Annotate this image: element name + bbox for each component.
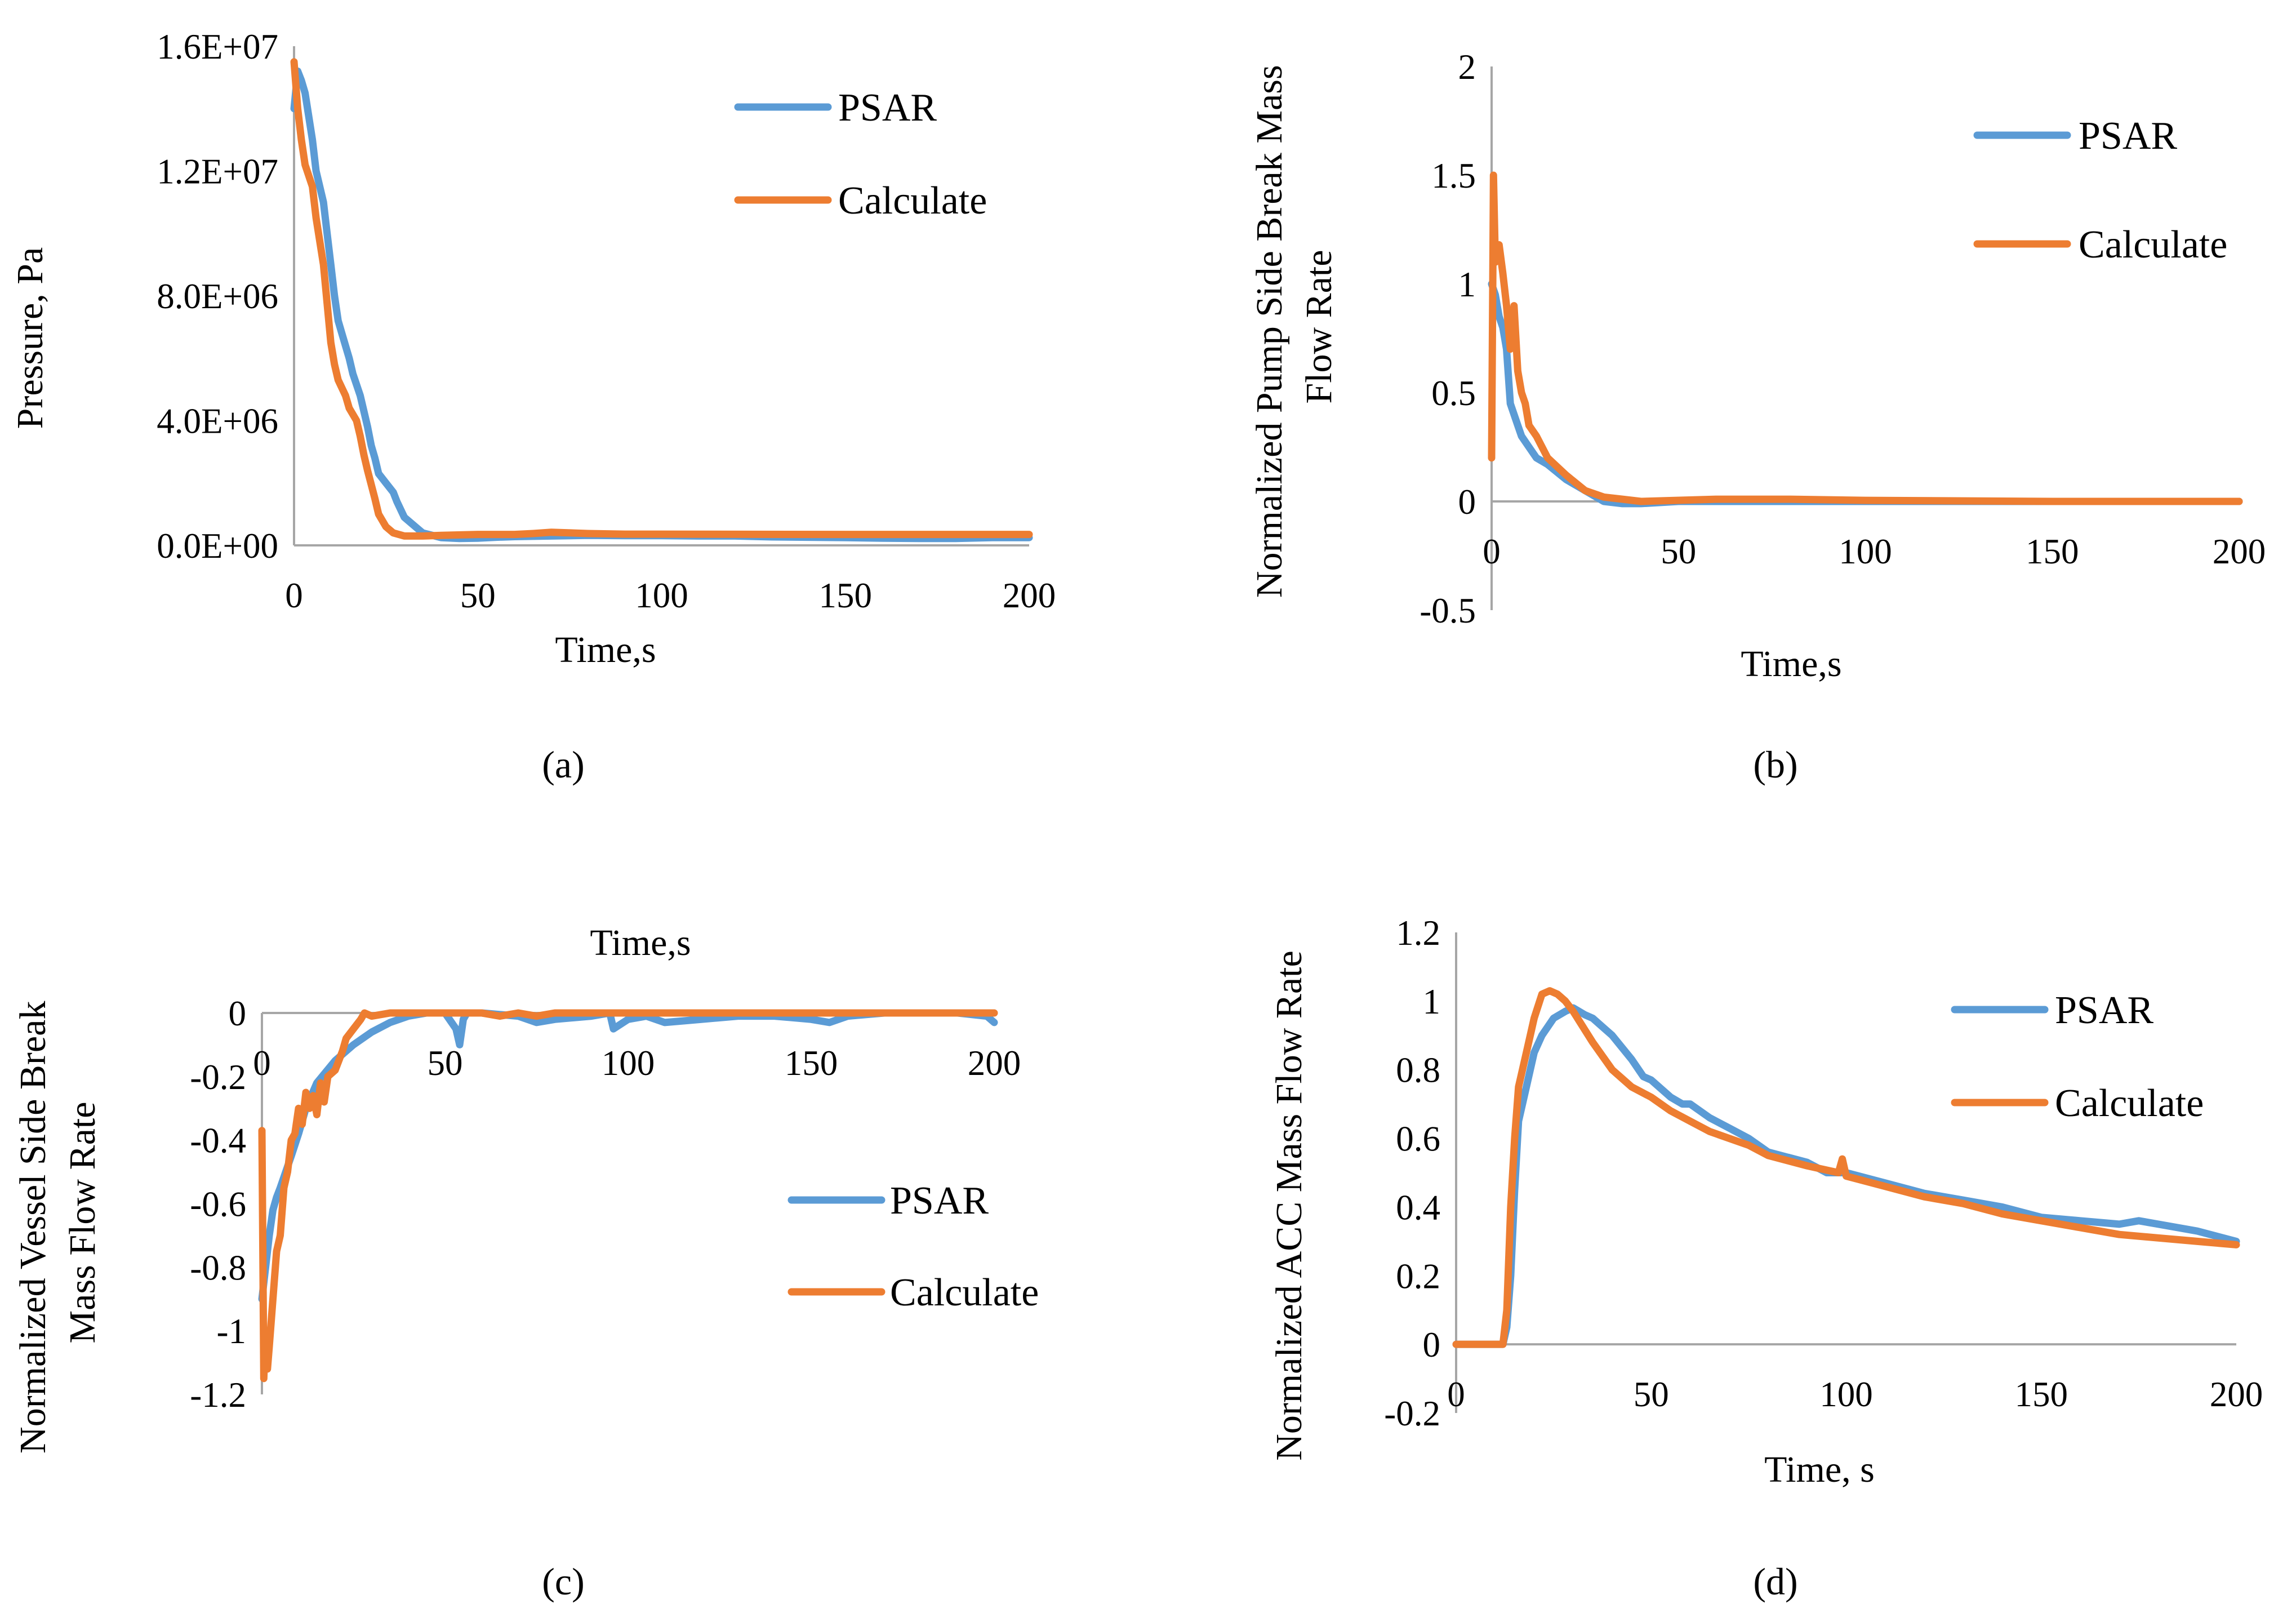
y-tick-label-d: 0 bbox=[1423, 1325, 1441, 1365]
y-axis-title-b-line-2: Flow Rate bbox=[1298, 250, 1340, 403]
series-line-calculate-a bbox=[290, 58, 1033, 540]
x-ticks-d: 0 50 100 150 200 bbox=[1447, 1375, 2263, 1414]
x-tick-label-c: 150 bbox=[785, 1043, 838, 1083]
x-tick-label-a: 100 bbox=[635, 576, 688, 615]
panel-label-b: (b) bbox=[1753, 743, 1797, 786]
y-tick-label-c: -0.4 bbox=[190, 1121, 246, 1161]
legend-label-calculate-c: Calculate bbox=[890, 1271, 1039, 1314]
y-tick-label-d: 0.2 bbox=[1396, 1256, 1440, 1296]
x-tick-label-d: 0 bbox=[1447, 1375, 1465, 1414]
x-tick-label-c: 50 bbox=[428, 1043, 463, 1083]
y-tick-label-c: -1.2 bbox=[190, 1375, 246, 1415]
x-ticks-a: 0 50 100 150 200 bbox=[285, 576, 1056, 615]
y-tick-label-b: 1.5 bbox=[1431, 156, 1476, 195]
y-tick-label-b: 2 bbox=[1458, 47, 1476, 87]
legend-label-psar-d: PSAR bbox=[2055, 989, 2153, 1032]
legend-label-psar-c: PSAR bbox=[890, 1179, 989, 1223]
x-tick-label-d: 50 bbox=[1634, 1375, 1669, 1414]
y-axis-title-c: Normalized Vessel Side Break Mass Flow R… bbox=[12, 992, 103, 1454]
y-tick-label-d: -0.2 bbox=[1384, 1394, 1440, 1433]
y-ticks-b: -0.5 0 0.5 1 1.5 2 bbox=[1420, 47, 1476, 630]
x-tick-label-c: 0 bbox=[253, 1043, 271, 1083]
y-tick-label-d: 1.2 bbox=[1396, 913, 1440, 953]
panel-label-a: (a) bbox=[542, 743, 584, 786]
plot-area-d bbox=[1452, 932, 2240, 1413]
y-tick-label-c: -0.6 bbox=[190, 1185, 246, 1224]
y-axis-title-b-line-1: Normalized Pump Side Break Mass bbox=[1249, 65, 1290, 598]
plot-area-b bbox=[1488, 66, 2243, 610]
plot-area-c bbox=[258, 1009, 998, 1394]
legend-label-calculate-a: Calculate bbox=[838, 179, 987, 223]
x-tick-label-b: 0 bbox=[1483, 532, 1501, 571]
y-tick-label-b: 0.5 bbox=[1431, 374, 1476, 413]
x-tick-label-c: 200 bbox=[968, 1043, 1021, 1083]
y-tick-label-d: 0.4 bbox=[1396, 1188, 1440, 1227]
y-tick-label-a: 1.2E+07 bbox=[157, 152, 278, 192]
x-tick-label-b: 50 bbox=[1661, 532, 1696, 571]
y-axis-title-c-line-2: Mass Flow Rate bbox=[62, 1102, 103, 1344]
legend-label-calculate-d: Calculate bbox=[2055, 1082, 2204, 1125]
y-tick-label-c: -1 bbox=[217, 1312, 246, 1351]
panel-c: -1.2-1-0.8-0.6-0.4-0.20 0 50 100 150 200 Tim… bbox=[12, 922, 1039, 1603]
y-axis-title-a: Pressure, Pa bbox=[10, 247, 51, 429]
x-axis-title-d: Time, s bbox=[1764, 1449, 1875, 1490]
legend-a: PSAR Calculate bbox=[734, 86, 987, 223]
legend-label-psar-a: PSAR bbox=[838, 86, 937, 130]
series-line-psar-b bbox=[1488, 280, 2243, 508]
y-ticks-d: -0.2 0 0.2 0.4 0.6 0.8 1 1.2 bbox=[1384, 913, 1440, 1433]
x-tick-label-d: 150 bbox=[2015, 1375, 2068, 1414]
legend-b: PSAR Calculate bbox=[1973, 114, 2227, 266]
x-tick-label-a: 200 bbox=[1003, 576, 1056, 615]
x-ticks-c: 0 50 100 150 200 bbox=[253, 1043, 1021, 1083]
x-ticks-b: 0 50 100 150 200 bbox=[1483, 532, 2266, 571]
x-tick-label-b: 150 bbox=[2026, 532, 2079, 571]
y-tick-label-a: 1.6E+07 bbox=[157, 27, 278, 66]
y-tick-label-a: 4.0E+06 bbox=[157, 402, 278, 441]
y-tick-label-a: 0.0E+00 bbox=[157, 526, 278, 566]
y-axis-title-c-line-1: Normalized Vessel Side Break bbox=[12, 1001, 54, 1454]
plot-area-a bbox=[290, 46, 1033, 546]
legend-label-psar-b: PSAR bbox=[2079, 114, 2177, 158]
x-tick-label-b: 200 bbox=[2213, 532, 2266, 571]
panel-a: 0.0E+00 4.0E+06 8.0E+06 1.2E+07 1.6E+07 0 50 1… bbox=[10, 27, 1056, 786]
y-tick-label-d: 0.6 bbox=[1396, 1119, 1440, 1159]
y-tick-label-d: 1 bbox=[1423, 982, 1441, 1021]
y-tick-label-c: -0.2 bbox=[190, 1057, 246, 1097]
series-line-calculate-d bbox=[1452, 987, 2240, 1348]
y-tick-label-c: -0.8 bbox=[190, 1248, 246, 1287]
chart-title-c: Time,s bbox=[590, 922, 691, 963]
series-line-calculate-b bbox=[1488, 171, 2243, 505]
x-tick-label-b: 100 bbox=[1839, 532, 1892, 571]
x-tick-label-a: 0 bbox=[285, 576, 303, 615]
series-line-calculate-c bbox=[258, 1009, 998, 1383]
panel-label-c: (c) bbox=[542, 1560, 584, 1603]
y-tick-label-b: 1 bbox=[1458, 265, 1476, 304]
x-tick-label-a: 150 bbox=[819, 576, 873, 615]
x-tick-label-d: 100 bbox=[1819, 1375, 1873, 1414]
legend-c: PSAR Calculate bbox=[787, 1179, 1039, 1314]
y-tick-label-d: 0.8 bbox=[1396, 1051, 1440, 1090]
x-tick-label-d: 200 bbox=[2210, 1375, 2263, 1414]
x-axis-title-b: Time,s bbox=[1741, 643, 1841, 685]
y-tick-label-c: 0 bbox=[229, 994, 247, 1033]
y-tick-label-b: 0 bbox=[1458, 482, 1476, 522]
panel-d: -0.200.20.40.60.811.2 0 50 100 150 200 Norma… bbox=[1269, 913, 2263, 1603]
x-tick-label-c: 100 bbox=[602, 1043, 655, 1083]
legend-label-calculate-b: Calculate bbox=[2079, 223, 2227, 266]
panel-b: -0.500.511.52 0 50 100 150 200 Normalized Pu… bbox=[1249, 47, 2266, 786]
series-line-psar-d bbox=[1452, 1004, 2240, 1348]
y-tick-label-b: -0.5 bbox=[1420, 591, 1476, 630]
legend-d: PSAR Calculate bbox=[1951, 989, 2204, 1125]
x-axis-title-a: Time,s bbox=[555, 629, 656, 670]
panel-label-d: (d) bbox=[1753, 1560, 1797, 1603]
y-axis-title-b: Normalized Pump Side Break Mass Flow Rat… bbox=[1249, 56, 1340, 598]
y-ticks-a: 0.0E+00 4.0E+06 8.0E+06 1.2E+07 1.6E+07 bbox=[157, 27, 278, 566]
y-ticks-c: -1.2 -1 -0.8 -0.6 -0.4 -0.2 0 bbox=[190, 994, 246, 1415]
series-line-psar-a bbox=[290, 67, 1033, 543]
y-tick-label-a: 8.0E+06 bbox=[157, 277, 278, 316]
x-tick-label-a: 50 bbox=[460, 576, 496, 615]
y-axis-title-d: Normalized ACC Mass Flow Rate bbox=[1269, 950, 1310, 1461]
